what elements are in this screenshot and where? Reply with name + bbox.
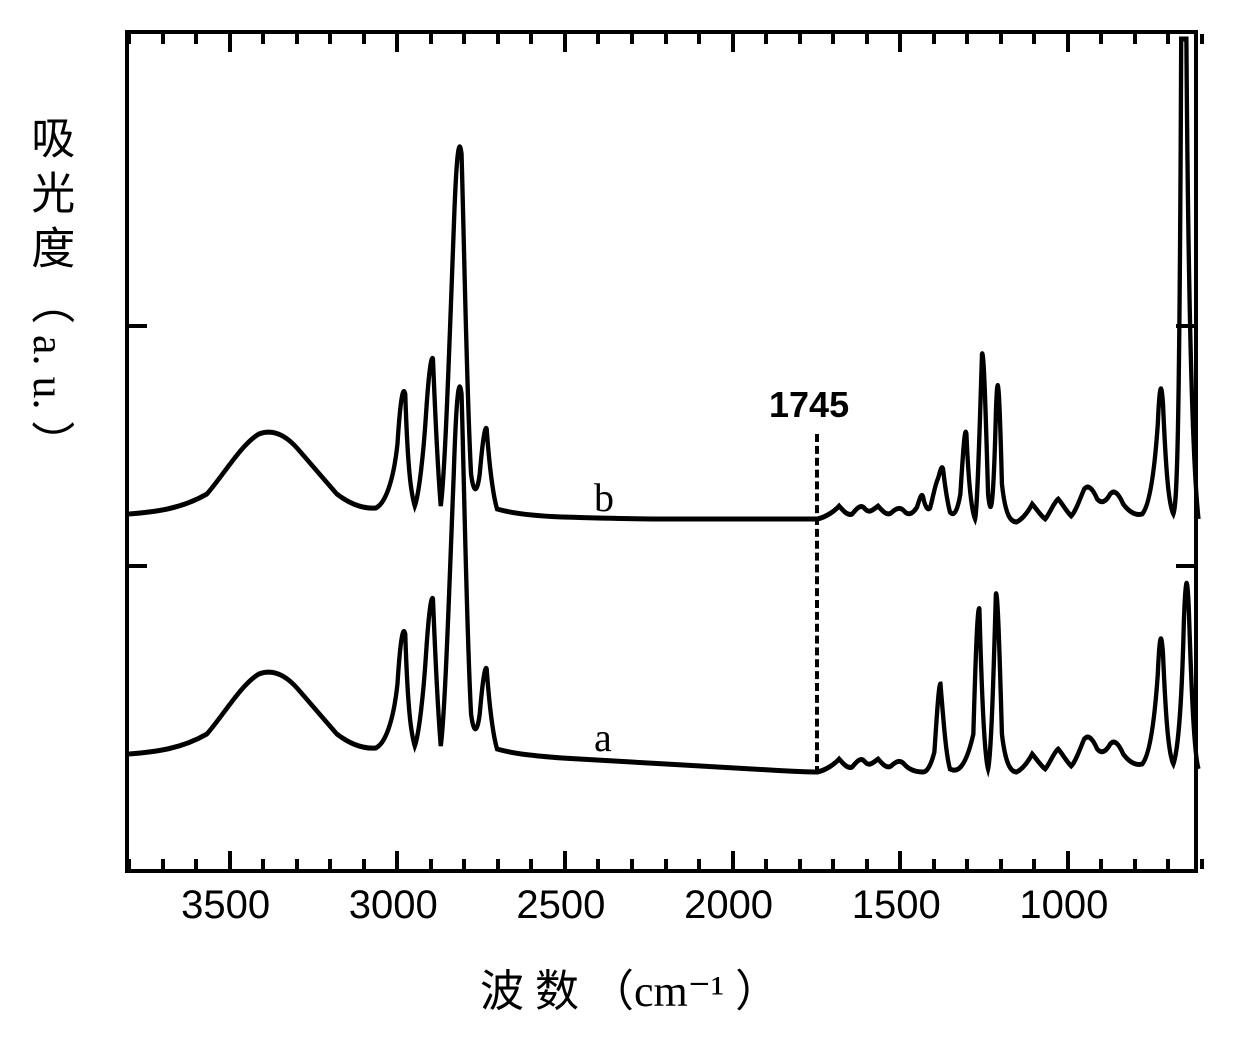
x-tick-top [496, 34, 500, 44]
x-tick-top [529, 34, 533, 44]
x-tick-top [1066, 34, 1070, 52]
y-tick-left-2 [129, 324, 147, 328]
x-tick-bottom [865, 859, 869, 869]
x-tick-top [798, 34, 802, 44]
x-tick-bottom [161, 859, 165, 869]
x-tick-bottom [1099, 859, 1103, 869]
x-tick-top [1032, 34, 1036, 44]
x-tick-bottom [261, 859, 265, 869]
x-tick-bottom [529, 859, 533, 869]
x-tick-bottom [731, 851, 735, 869]
x-tick-top [596, 34, 600, 44]
x-tick-top [731, 34, 735, 52]
x-tick-top [127, 34, 131, 44]
x-tick-top [462, 34, 466, 44]
x-tick-top [697, 34, 701, 44]
chart-container: 1745 b a [125, 30, 1198, 873]
x-tick-top [328, 34, 332, 44]
y-tick-right-2 [1176, 324, 1194, 328]
x-tick-label: 1000 [1019, 883, 1108, 928]
x-tick-top [664, 34, 668, 44]
x-tick-bottom [1200, 859, 1204, 869]
x-tick-bottom [697, 859, 701, 869]
x-tick-top [898, 34, 902, 52]
x-tick-bottom [1166, 859, 1170, 869]
x-tick-bottom [596, 859, 600, 869]
x-tick-top [228, 34, 232, 52]
curve-b-path [129, 39, 1199, 522]
x-tick-bottom [630, 859, 634, 869]
curve-a-path [129, 387, 1199, 772]
x-tick-bottom [462, 859, 466, 869]
x-tick-bottom [965, 859, 969, 869]
x-tick-top [395, 34, 399, 52]
x-tick-top [999, 34, 1003, 44]
x-tick-top [831, 34, 835, 44]
x-tick-top [362, 34, 366, 44]
x-tick-top [932, 34, 936, 44]
x-tick-bottom [228, 851, 232, 869]
x-tick-bottom [999, 859, 1003, 869]
x-tick-top [1133, 34, 1137, 44]
curve-label-b: b [594, 474, 614, 521]
x-tick-bottom [1066, 851, 1070, 869]
x-tick-top [429, 34, 433, 44]
x-tick-bottom [194, 859, 198, 869]
x-tick-bottom [664, 859, 668, 869]
x-tick-bottom [932, 859, 936, 869]
x-tick-top [865, 34, 869, 44]
x-tick-label: 2000 [684, 883, 773, 928]
x-tick-bottom [295, 859, 299, 869]
x-tick-bottom [127, 859, 131, 869]
x-tick-top [261, 34, 265, 44]
x-tick-top [1200, 34, 1204, 44]
x-tick-top [630, 34, 634, 44]
x-tick-top [295, 34, 299, 44]
x-axis-label: 波 数 （cm⁻¹ ） [480, 955, 779, 1019]
x-tick-bottom [429, 859, 433, 869]
x-tick-bottom [563, 851, 567, 869]
x-tick-top [563, 34, 567, 52]
x-tick-bottom [395, 851, 399, 869]
x-tick-label: 3000 [349, 883, 438, 928]
annotation-dashed-line [815, 434, 819, 774]
peak-annotation-1745: 1745 [769, 384, 849, 426]
x-tick-bottom [898, 851, 902, 869]
spectrum-svg [129, 34, 1202, 877]
x-tick-top [1166, 34, 1170, 44]
x-tick-bottom [1133, 859, 1137, 869]
y-tick-left [129, 564, 147, 568]
x-tick-top [194, 34, 198, 44]
y-tick-right [1176, 564, 1194, 568]
x-tick-top [764, 34, 768, 44]
x-tick-bottom [1032, 859, 1036, 869]
x-tick-bottom [831, 859, 835, 869]
x-tick-top [161, 34, 165, 44]
x-tick-top [1099, 34, 1103, 44]
x-tick-bottom [362, 859, 366, 869]
y-axis-label: 吸 光 度 （ a. u. ） [20, 115, 77, 465]
x-tick-label: 1500 [852, 883, 941, 928]
x-tick-bottom [328, 859, 332, 869]
x-tick-bottom [798, 859, 802, 869]
x-tick-bottom [496, 859, 500, 869]
x-tick-bottom [764, 859, 768, 869]
x-tick-top [965, 34, 969, 44]
x-tick-label: 3500 [181, 883, 270, 928]
x-tick-label: 2500 [516, 883, 605, 928]
curve-label-a: a [594, 714, 612, 761]
plot-area: 1745 b a [125, 30, 1198, 873]
